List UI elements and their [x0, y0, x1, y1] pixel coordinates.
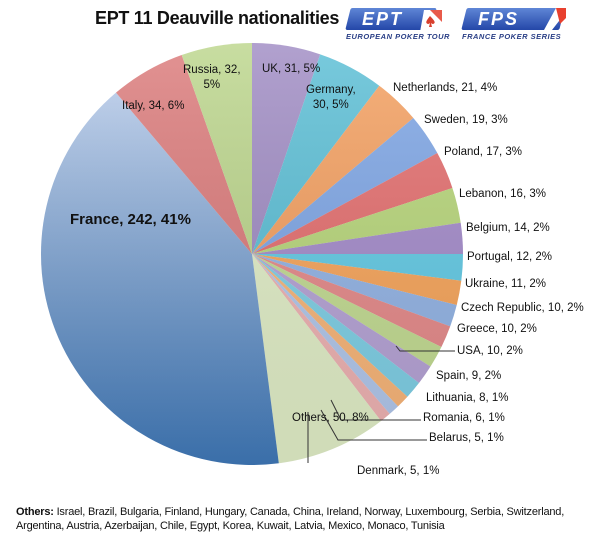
- leader-line: [320, 409, 427, 441]
- leader-lines: [307, 345, 455, 463]
- label-italy: Italy, 34, 6%: [122, 100, 185, 112]
- label-romania: Romania, 6, 1%: [423, 412, 505, 424]
- chart-title: EPT 11 Deauville nationalities: [95, 8, 340, 28]
- fps-logo-subtitle: FRANCE POKER SERIES: [462, 32, 562, 41]
- spade-icon: [420, 10, 442, 32]
- pie-chart: [40, 43, 463, 465]
- label-france: France, 242, 41%: [70, 211, 191, 228]
- pie-shading: [41, 43, 463, 465]
- label-netherlands: Netherlands, 21, 4%: [393, 82, 498, 94]
- ept-logo-subtitle: EUROPEAN POKER TOUR: [346, 32, 450, 41]
- label-russia: Russia, 32, 5%: [183, 64, 241, 91]
- label-spain: Spain, 9, 2%: [436, 370, 502, 382]
- others-footnote: Others: Israel, Brazil, Bulgaria, Finlan…: [16, 505, 591, 533]
- label-others: Others, 50, 8%: [292, 412, 369, 424]
- label-lebanon: Lebanon, 16, 3%: [459, 188, 546, 200]
- label-portugal: Portugal, 12, 2%: [467, 251, 553, 263]
- label-sweden: Sweden, 19, 3%: [424, 114, 508, 126]
- label-germany: Germany, 30, 5%: [306, 84, 356, 111]
- french-flag-icon: [544, 8, 566, 30]
- label-belarus: Belarus, 5, 1%: [429, 432, 504, 444]
- footnote-text: Israel, Brazil, Bulgaria, Finland, Hunga…: [16, 506, 565, 532]
- label-czech-republic: Czech Republic, 10, 2%: [461, 302, 584, 314]
- label-usa: USA, 10, 2%: [457, 345, 523, 357]
- label-uk: UK, 31, 5%: [262, 63, 321, 75]
- label-poland: Poland, 17, 3%: [444, 146, 523, 158]
- ept-logo: EPT EUROPEAN POKER TOUR: [344, 8, 449, 44]
- label-greece: Greece, 10, 2%: [457, 323, 537, 335]
- leader-line: [395, 345, 455, 352]
- label-denmark: Denmark, 5, 1%: [357, 465, 440, 477]
- pie-slices: [40, 43, 463, 465]
- label-ukraine: Ukraine, 11, 2%: [465, 278, 546, 290]
- fps-logo: FPS FRANCE POKER SERIES: [460, 8, 568, 44]
- leader-line: [330, 399, 421, 421]
- footnote-label: Others:: [16, 506, 54, 518]
- label-belgium: Belgium, 14, 2%: [466, 222, 550, 234]
- label-lithuania: Lithuania, 8, 1%: [426, 392, 509, 404]
